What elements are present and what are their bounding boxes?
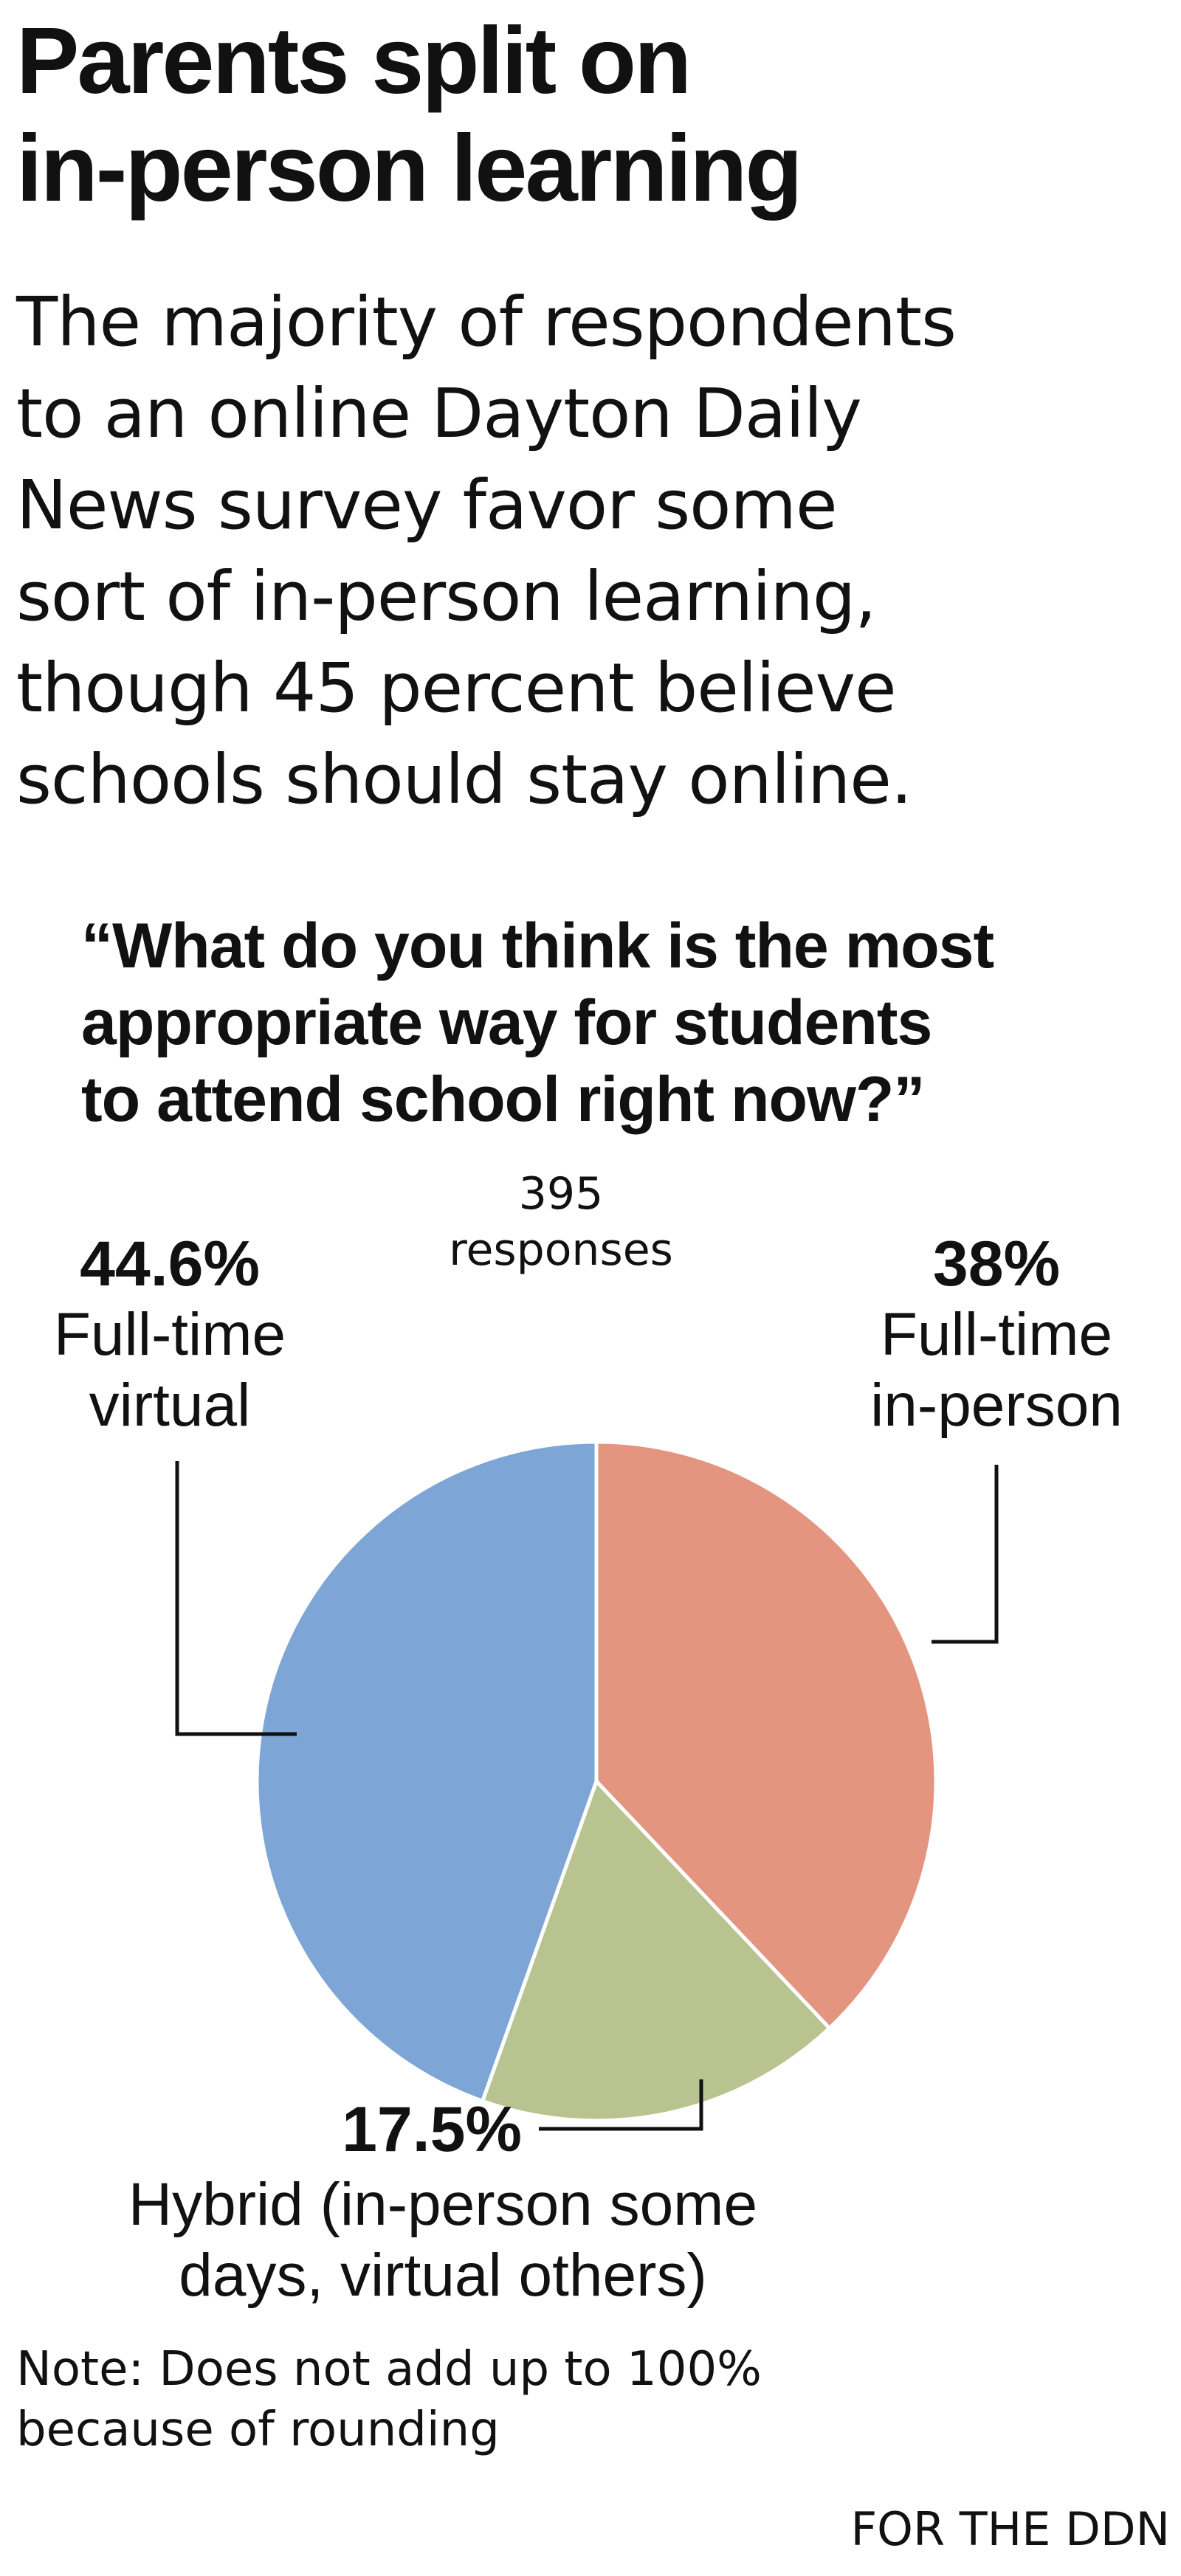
subtitle-line: though 45 percent believe [16,649,897,728]
footnote: Note: Does not add up to 100% because of… [16,2339,976,2460]
responses-label: responses [449,1224,673,1276]
pie-slices [255,1440,938,2123]
leader-line-virtual [175,1461,297,1736]
value-label-in-person: 38% [932,1229,1061,1299]
pie-slice-hybrid-in-person-some-days-virtual-others [481,1779,832,2123]
chart-title: Parents split on in-person learning [16,7,1168,223]
footnote-line: because of rounding [16,2403,500,2457]
slice-label-hybrid: Hybrid (in-person some days, virtual oth… [44,2169,841,2311]
leader-line-in-person [932,1465,999,1644]
leader-line-hybrid [539,2079,703,2131]
subtitle-line: sort of in-person learning, [16,557,877,636]
pie-slice-full-time-virtual [255,1440,599,2103]
responses-number: 395 [518,1168,604,1220]
source-credit: FOR THE DDN [850,2502,1171,2556]
pie-slice-full-time-in-person [594,1440,938,2031]
question-line: “What do you think is the most [81,911,994,981]
name-label-in-person-line: in-person [870,1372,1123,1439]
question-line: appropriate way for students [81,987,932,1058]
slice-label-in-person: 38% Full-time in-person [838,1229,1155,1441]
name-label-virtual-line: virtual [89,1372,251,1439]
name-label-virtual-line: Full-time [53,1301,286,1368]
leader-lines [175,1461,999,2131]
question-line: to attend school right now?” [81,1064,925,1135]
responses-count: 395 responses [406,1166,716,1278]
chart-subtitle: The majority of respondents to an online… [16,277,1168,826]
subtitle-line: News survey favor some [16,466,838,545]
name-label-hybrid-line: Hybrid (in-person some [128,2171,758,2238]
value-label-hybrid: 17.5% [342,2094,522,2165]
name-label-in-person-line: Full-time [880,1301,1113,1368]
subtitle-line: schools should stay online. [16,740,912,819]
slice-label-virtual: 44.6% Full-time virtual [22,1229,317,1441]
footnote-line: Note: Does not add up to 100% [16,2342,762,2397]
survey-question: “What do you think is the most appropria… [81,908,1115,1138]
value-label-hybrid-box: 17.5% [325,2094,539,2165]
name-label-hybrid-line: days, virtual others) [179,2242,707,2309]
chart-title-line: Parents split on [16,8,692,114]
chart-title-line: in-person learning [16,116,803,221]
subtitle-line: The majority of respondents [16,283,957,362]
value-label-virtual: 44.6% [80,1229,260,1299]
subtitle-line: to an online Dayton Daily [16,374,862,453]
